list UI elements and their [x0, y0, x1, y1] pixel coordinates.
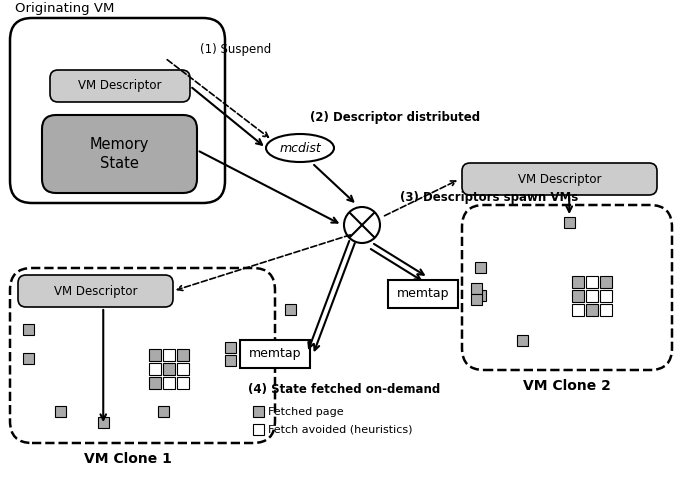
Text: Fetch avoided (heuristics): Fetch avoided (heuristics): [268, 425, 413, 435]
Text: (2) Descriptor distributed: (2) Descriptor distributed: [310, 112, 480, 124]
Bar: [23, 354, 34, 365]
FancyBboxPatch shape: [18, 275, 173, 307]
Bar: [586, 290, 598, 302]
Bar: [149, 377, 161, 389]
Ellipse shape: [266, 134, 334, 162]
Circle shape: [344, 207, 380, 243]
Bar: [600, 290, 613, 302]
Text: Memory
State: Memory State: [90, 137, 150, 171]
Bar: [572, 304, 584, 316]
Bar: [149, 364, 161, 375]
Text: VM Descriptor: VM Descriptor: [54, 285, 137, 297]
Bar: [177, 349, 189, 362]
Bar: [471, 283, 482, 294]
Bar: [177, 364, 189, 375]
Bar: [163, 349, 175, 362]
Text: mcdist: mcdist: [279, 141, 321, 155]
FancyBboxPatch shape: [10, 18, 225, 203]
Bar: [23, 324, 34, 335]
Bar: [225, 342, 236, 353]
Bar: [149, 349, 161, 362]
Bar: [177, 377, 189, 389]
Bar: [475, 262, 486, 273]
Text: memtap: memtap: [397, 288, 449, 300]
Bar: [285, 304, 296, 316]
Text: VM Clone 2: VM Clone 2: [523, 379, 611, 393]
Text: Originating VM: Originating VM: [15, 2, 114, 15]
Text: (3) Descriptors spawn VMs: (3) Descriptors spawn VMs: [400, 192, 578, 205]
Bar: [54, 406, 65, 417]
Bar: [586, 304, 598, 316]
FancyBboxPatch shape: [50, 70, 190, 102]
Text: Fetched page: Fetched page: [268, 407, 344, 417]
Bar: [252, 424, 263, 436]
Text: (4) State fetched on-demand: (4) State fetched on-demand: [248, 383, 440, 397]
Bar: [163, 377, 175, 389]
Bar: [240, 340, 310, 368]
Bar: [600, 304, 613, 316]
FancyBboxPatch shape: [462, 163, 657, 195]
Text: memtap: memtap: [249, 347, 301, 361]
Bar: [517, 335, 528, 346]
Bar: [252, 407, 263, 417]
Bar: [564, 217, 575, 229]
Bar: [471, 294, 482, 305]
Text: VM Clone 1: VM Clone 1: [83, 452, 172, 466]
Bar: [572, 290, 584, 302]
Bar: [225, 355, 236, 366]
Bar: [388, 280, 458, 308]
Bar: [98, 417, 109, 428]
Bar: [572, 276, 584, 288]
Bar: [600, 276, 613, 288]
Bar: [158, 406, 169, 417]
Bar: [586, 276, 598, 288]
Bar: [475, 290, 486, 301]
Bar: [163, 364, 175, 375]
Text: VM Descriptor: VM Descriptor: [79, 80, 162, 92]
FancyBboxPatch shape: [462, 205, 672, 370]
FancyBboxPatch shape: [10, 268, 275, 443]
Text: VM Descriptor: VM Descriptor: [517, 172, 601, 186]
Text: (1) Suspend: (1) Suspend: [200, 43, 271, 56]
FancyBboxPatch shape: [42, 115, 197, 193]
